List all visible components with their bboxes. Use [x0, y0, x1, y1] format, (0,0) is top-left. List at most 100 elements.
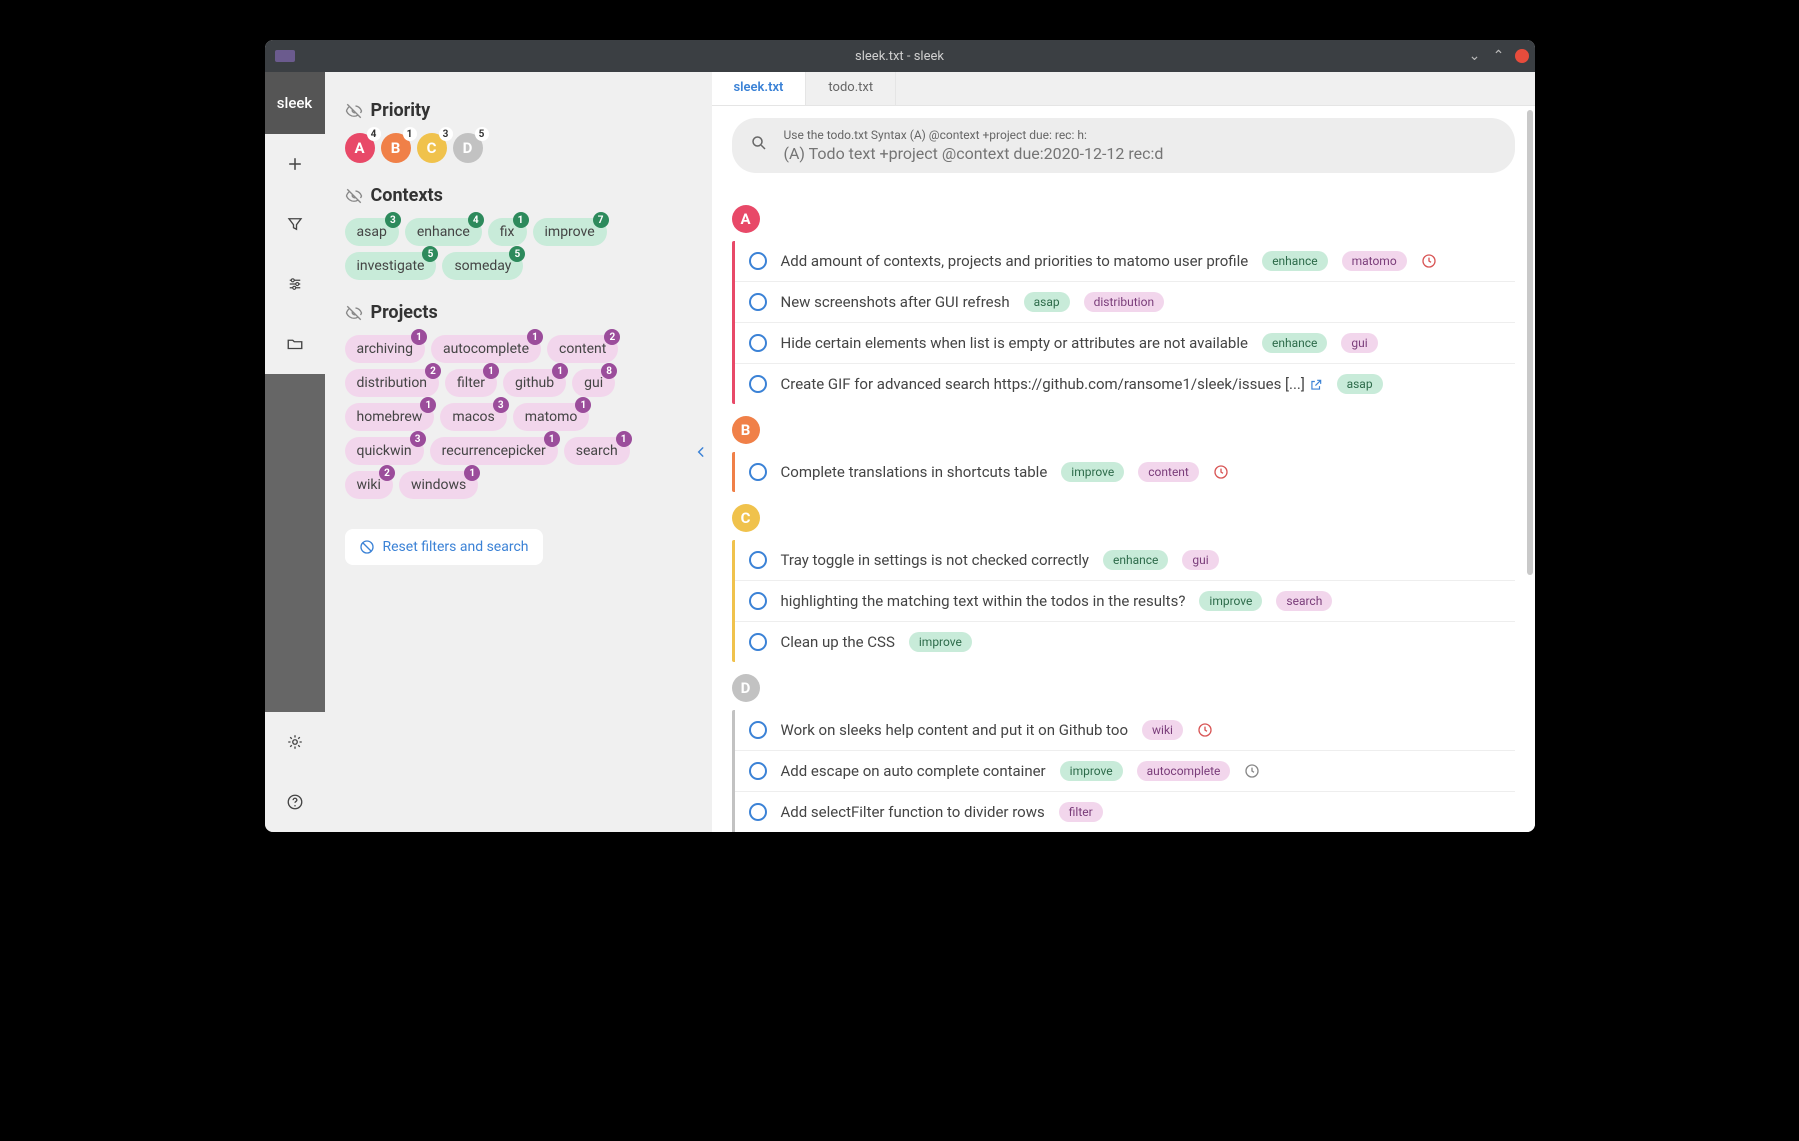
- context-count-badge: 5: [422, 246, 438, 262]
- scrollbar[interactable]: [1527, 110, 1533, 826]
- priority-heading: Priority: [371, 100, 431, 121]
- clock-icon: [1244, 763, 1260, 779]
- close-button[interactable]: [1515, 49, 1529, 63]
- project-chip-content[interactable]: content2: [547, 335, 618, 363]
- eye-off-icon[interactable]: [345, 102, 363, 120]
- context-tag[interactable]: asap: [1024, 292, 1070, 312]
- project-chip-search[interactable]: search1: [564, 437, 630, 465]
- help-button[interactable]: [265, 772, 325, 832]
- todo-checkbox[interactable]: [749, 375, 767, 393]
- todo-checkbox[interactable]: [749, 803, 767, 821]
- project-chip-macos[interactable]: macos3: [440, 403, 506, 431]
- eye-off-icon[interactable]: [345, 187, 363, 205]
- context-tag[interactable]: improve: [1060, 761, 1123, 781]
- priority-chip-B[interactable]: B1: [381, 133, 411, 163]
- project-count-badge: 1: [527, 329, 543, 345]
- project-chip-github[interactable]: github1: [503, 369, 566, 397]
- todo-row[interactable]: Work on sleeks help content and put it o…: [735, 710, 1515, 751]
- todo-checkbox[interactable]: [749, 592, 767, 610]
- context-tag[interactable]: improve: [909, 632, 972, 652]
- todo-text: Hide certain elements when list is empty…: [781, 334, 1248, 352]
- project-count-badge: 1: [552, 363, 568, 379]
- reset-filters-button[interactable]: Reset filters and search: [345, 529, 543, 565]
- project-chip-wiki[interactable]: wiki2: [345, 471, 393, 499]
- context-count-badge: 7: [593, 212, 609, 228]
- priority-group-A: Add amount of contexts, projects and pri…: [732, 241, 1515, 404]
- project-count-badge: 3: [493, 397, 509, 413]
- project-chip-homebrew[interactable]: homebrew1: [345, 403, 435, 431]
- todo-checkbox[interactable]: [749, 762, 767, 780]
- minimize-button[interactable]: ⌄: [1467, 48, 1483, 64]
- search-input[interactable]: [784, 144, 1497, 163]
- settings-button[interactable]: [265, 712, 325, 772]
- todo-checkbox[interactable]: [749, 633, 767, 651]
- project-chip-windows[interactable]: windows1: [399, 471, 478, 499]
- todo-row[interactable]: Tray toggle in settings is not checked c…: [735, 540, 1515, 581]
- project-chip-recurrencepicker[interactable]: recurrencepicker1: [430, 437, 558, 465]
- project-tag[interactable]: wiki: [1142, 720, 1183, 740]
- project-chip-distribution[interactable]: distribution2: [345, 369, 440, 397]
- context-chip-asap[interactable]: asap3: [345, 218, 399, 246]
- todo-row[interactable]: New screenshots after GUI refreshasapdis…: [735, 282, 1515, 323]
- context-chip-someday[interactable]: someday5: [442, 252, 523, 280]
- todo-row[interactable]: Create GIF for advanced search https://g…: [735, 364, 1515, 404]
- project-tag[interactable]: gui: [1341, 333, 1377, 353]
- collapse-filter-panel-button[interactable]: [690, 72, 712, 832]
- project-chip-gui[interactable]: gui8: [572, 369, 615, 397]
- project-tag[interactable]: distribution: [1084, 292, 1164, 312]
- todo-checkbox[interactable]: [749, 721, 767, 739]
- todo-row[interactable]: Complete translations in shortcuts table…: [735, 452, 1515, 492]
- priority-section-header: Priority: [345, 100, 670, 121]
- project-chip-matomo[interactable]: matomo1: [513, 403, 590, 431]
- filter-button[interactable]: [265, 194, 325, 254]
- project-chip-autocomplete[interactable]: autocomplete1: [431, 335, 541, 363]
- priority-chip-D[interactable]: D5: [453, 133, 483, 163]
- todo-text: Tray toggle in settings is not checked c…: [781, 551, 1090, 569]
- context-chip-investigate[interactable]: investigate5: [345, 252, 437, 280]
- todo-row[interactable]: Add escape on auto complete containerimp…: [735, 751, 1515, 792]
- open-file-button[interactable]: [265, 314, 325, 374]
- context-chip-improve[interactable]: improve7: [533, 218, 607, 246]
- project-chip-archiving[interactable]: archiving1: [345, 335, 425, 363]
- todo-checkbox[interactable]: [749, 252, 767, 270]
- project-tag[interactable]: filter: [1059, 802, 1103, 822]
- context-tag[interactable]: asap: [1337, 374, 1383, 394]
- project-tag[interactable]: search: [1276, 591, 1332, 611]
- project-count-badge: 8: [601, 363, 617, 379]
- context-tag[interactable]: enhance: [1262, 333, 1327, 353]
- context-chip-fix[interactable]: fix1: [488, 218, 527, 246]
- todo-row[interactable]: Hide certain elements when list is empty…: [735, 323, 1515, 364]
- view-settings-button[interactable]: [265, 254, 325, 314]
- todo-checkbox[interactable]: [749, 334, 767, 352]
- todo-row[interactable]: Add amount of contexts, projects and pri…: [735, 241, 1515, 282]
- project-tag[interactable]: autocomplete: [1137, 761, 1231, 781]
- priority-chip-A[interactable]: A4: [345, 133, 375, 163]
- file-tabs: sleek.txttodo.txt: [712, 72, 1535, 106]
- todo-row[interactable]: Add selectFilter function to divider row…: [735, 792, 1515, 832]
- maximize-button[interactable]: ⌃: [1491, 48, 1507, 64]
- plus-icon: [286, 155, 304, 173]
- external-link-icon[interactable]: [1309, 378, 1323, 392]
- todo-checkbox[interactable]: [749, 293, 767, 311]
- project-chips: archiving1autocomplete1content2 distribut…: [345, 335, 670, 499]
- add-button[interactable]: [265, 134, 325, 194]
- todo-row[interactable]: highlighting the matching text within th…: [735, 581, 1515, 622]
- project-chip-quickwin[interactable]: quickwin3: [345, 437, 424, 465]
- project-chip-filter[interactable]: filter1: [445, 369, 497, 397]
- context-chip-enhance[interactable]: enhance4: [405, 218, 482, 246]
- project-tag[interactable]: content: [1138, 462, 1199, 482]
- eye-off-icon[interactable]: [345, 304, 363, 322]
- context-tag[interactable]: improve: [1061, 462, 1124, 482]
- priority-group-badge-C: C: [732, 504, 760, 532]
- context-tag[interactable]: enhance: [1262, 251, 1327, 271]
- todo-checkbox[interactable]: [749, 463, 767, 481]
- project-tag[interactable]: gui: [1182, 550, 1218, 570]
- project-tag[interactable]: matomo: [1342, 251, 1407, 271]
- file-tab-todo.txt[interactable]: todo.txt: [806, 72, 896, 105]
- todo-checkbox[interactable]: [749, 551, 767, 569]
- todo-row[interactable]: Clean up the CSSimprove: [735, 622, 1515, 662]
- priority-chip-C[interactable]: C3: [417, 133, 447, 163]
- context-tag[interactable]: improve: [1199, 591, 1262, 611]
- file-tab-sleek.txt[interactable]: sleek.txt: [712, 72, 807, 105]
- context-tag[interactable]: enhance: [1103, 550, 1168, 570]
